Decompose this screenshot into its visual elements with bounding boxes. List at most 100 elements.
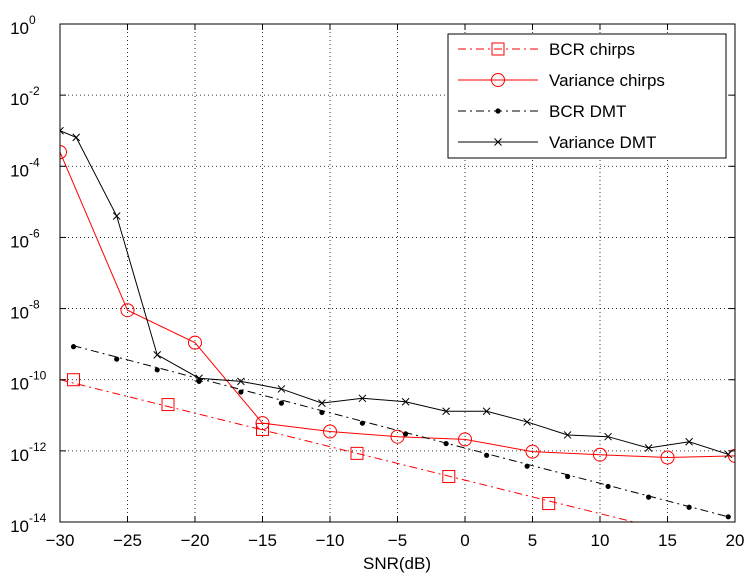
bcr-dmt-point [403, 431, 409, 437]
legend-label: Variance DMT [549, 133, 656, 152]
variance-chirps-point [593, 447, 607, 462]
legend-marker [491, 42, 505, 56]
bcr-dmt-point [524, 463, 530, 469]
variance-dmt-point [153, 350, 162, 359]
tick-marks [59, 23, 736, 523]
variance-dmt-point [523, 418, 531, 426]
bcr-dmt-point [359, 420, 365, 426]
x-tick-label: 15 [658, 531, 677, 550]
bcr-dmt-point [725, 514, 731, 520]
y-tick-exponent: 0 [29, 13, 36, 27]
bcr-dmt-point [605, 483, 611, 490]
x-tick-label: 5 [528, 531, 537, 550]
x-tick-label: −20 [181, 531, 210, 550]
bcr-dmt-point [484, 452, 490, 458]
x-tick-label: −25 [113, 531, 142, 550]
y-tick-exponent: -10 [29, 369, 47, 383]
x-tick-labels: −30 −25 −20 −15 −10 −5 0 5 10 15 20 [46, 531, 745, 550]
bcr-dmt-point [646, 494, 652, 500]
legend-label: BCR chirps [549, 40, 635, 59]
variance-chirps-point [728, 448, 735, 463]
bcr-dmt-point [70, 344, 77, 350]
y-tick-base: 10 [10, 446, 29, 465]
y-tick-exponent: -4 [29, 155, 40, 169]
series-bcr-chirps [60, 373, 634, 522]
y-tick-base: 10 [10, 90, 29, 109]
x-tick-label: −5 [388, 531, 407, 550]
series-variance-dmt [60, 126, 733, 459]
y-tick-base: 10 [10, 232, 29, 251]
series-variance-chirps [60, 145, 735, 465]
x-axis-label: SNR(dB) [363, 554, 431, 573]
variance-chirps-point [458, 432, 472, 447]
legend-marker [491, 73, 505, 87]
variance-chirps-point [60, 145, 67, 160]
y-tick-exponent: -6 [29, 226, 40, 240]
x-tick-label: −30 [46, 531, 75, 550]
legend-entry-variance-chirps: Variance chirps [458, 71, 665, 90]
variance-dmt-point [112, 212, 121, 220]
y-tick-label: 10 -2 [10, 84, 40, 109]
bcr-dmt-point [278, 400, 284, 406]
legend-label: BCR DMT [549, 102, 626, 121]
legend-entry-variance-dmt: Variance DMT [458, 133, 656, 152]
variance-dmt-point [60, 126, 64, 135]
y-tick-base: 10 [10, 19, 29, 38]
variance-dmt-point [442, 407, 450, 416]
variance-dmt-point [237, 377, 245, 386]
y-tick-label: 10 -14 [10, 511, 47, 536]
bcr-dmt-point [319, 409, 325, 416]
legend-entry-bcr-dmt: BCR DMT [458, 102, 626, 121]
bcr-dmt-line [73, 345, 729, 518]
x-tick-label: −15 [248, 531, 277, 550]
x-tick-label: 20 [726, 531, 745, 550]
legend-marker [495, 108, 501, 114]
variance-dmt-line [60, 130, 729, 455]
y-tick-exponent: -12 [29, 440, 47, 454]
variance-chirps-point [323, 424, 337, 439]
y-tick-exponent: -14 [29, 511, 47, 525]
variance-chirps-point [120, 303, 135, 318]
variance-dmt-point [604, 432, 612, 441]
y-tick-label: 10 -4 [10, 155, 40, 180]
variance-dmt-point [72, 133, 81, 142]
variance-dmt-point [358, 394, 367, 403]
y-tick-base: 10 [10, 375, 29, 394]
y-tick-label: 10 0 [10, 13, 36, 38]
bcr-dmt-point [238, 389, 244, 395]
y-tick-label: 10 -12 [10, 440, 47, 465]
y-tick-label: 10 -8 [10, 298, 40, 323]
variance-dmt-point [482, 407, 491, 416]
legend-entry-bcr-chirps: BCR chirps [458, 40, 635, 59]
variance-dmt-point [318, 399, 326, 407]
legend-marker [494, 138, 502, 146]
bcr-chirps-point [350, 446, 364, 460]
x-tick-label: −10 [316, 531, 345, 550]
bcr-chirps-point [542, 497, 556, 511]
variance-dmt-point [685, 437, 693, 446]
bcr-dmt-point [565, 473, 571, 480]
variance-dmt-point [195, 374, 203, 383]
x-tick-label: 10 [591, 531, 610, 550]
y-tick-base: 10 [10, 517, 29, 536]
variance-dmt-point [644, 444, 653, 452]
y-tick-label: 10 -10 [10, 369, 47, 394]
bcr-chirps-point [67, 373, 80, 387]
series-bcr-dmt [70, 344, 731, 520]
y-tick-exponent: -8 [29, 298, 40, 312]
bcr-dmt-point [686, 504, 692, 510]
variance-chirps-point [390, 429, 405, 444]
bcr-dmt-point [114, 356, 120, 362]
grid [60, 24, 735, 522]
series-layer [60, 126, 735, 522]
variance-chirps-point [660, 450, 675, 465]
variance-chirps-point [188, 335, 202, 350]
y-tick-label: 10 -6 [10, 226, 40, 251]
bcr-chirps-point [161, 398, 175, 412]
variance-dmt-point [563, 431, 572, 439]
bcr-dmt-point [154, 367, 160, 373]
variance-dmt-point [724, 450, 733, 459]
y-tick-exponent: -2 [29, 84, 40, 98]
